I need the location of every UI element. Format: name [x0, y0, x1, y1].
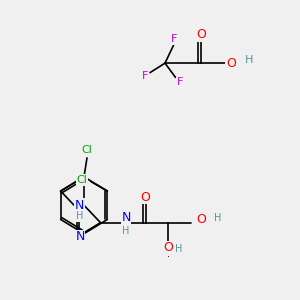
Text: H: H: [245, 55, 253, 65]
Text: Cl: Cl: [82, 145, 92, 155]
Text: F: F: [142, 71, 149, 81]
Text: H: H: [175, 244, 182, 254]
Text: H: H: [76, 211, 83, 221]
Text: O: O: [163, 242, 173, 254]
Text: ·: ·: [167, 252, 170, 262]
Text: N: N: [75, 230, 85, 243]
Text: F: F: [177, 77, 183, 87]
Text: ·: ·: [212, 213, 214, 222]
Text: F: F: [171, 34, 177, 44]
Text: O: O: [141, 191, 150, 204]
Text: Cl: Cl: [76, 175, 87, 185]
Text: O: O: [196, 213, 206, 226]
Text: H: H: [214, 213, 221, 223]
Text: H: H: [122, 226, 130, 236]
Text: N: N: [75, 199, 84, 212]
Text: N: N: [121, 212, 131, 224]
Text: O: O: [196, 28, 206, 41]
Text: O: O: [226, 57, 236, 70]
